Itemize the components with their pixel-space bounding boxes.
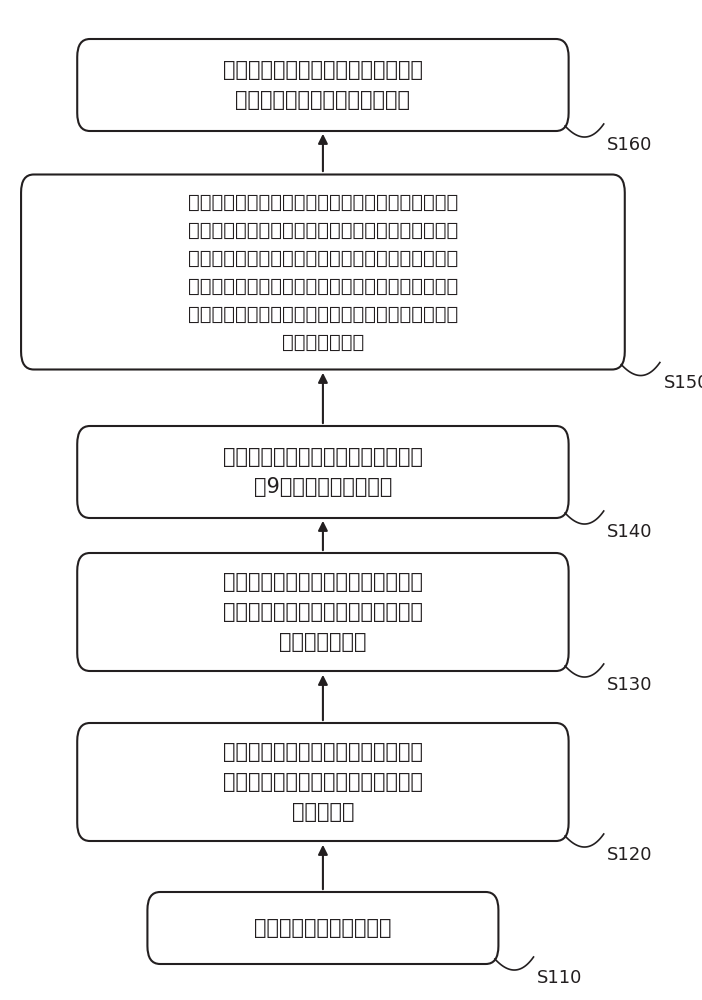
Text: 当第一复电阻率与第二复电阻率之差小于或等于预定
值时，确定当前的值为目标地层的含水饱和度值；当
第一复电阻率与第二复电阻率之差大于预定值时，以
预定步长调整值，: 当第一复电阻率与第二复电阻率之差小于或等于预定 值时，确定当前的值为目标地层的含…	[188, 192, 458, 352]
Text: 向目标地层发射测量信号: 向目标地层发射测量信号	[254, 918, 392, 938]
Text: 测量所述发射的测量信号经所述目标
地层反射得到的反射信号的矢量电位
和矢量电流: 测量所述发射的测量信号经所述目标 地层反射得到的反射信号的矢量电位 和矢量电流	[223, 742, 423, 822]
Text: S120: S120	[607, 846, 653, 864]
Text: 从测量装置获得所述反射信号的矢量
电位和矢量电流，从而得到目标地层
的第一复电阻率: 从测量装置获得所述反射信号的矢量 电位和矢量电流，从而得到目标地层 的第一复电阻…	[223, 572, 423, 652]
FancyBboxPatch shape	[77, 426, 569, 518]
Text: S160: S160	[607, 136, 653, 154]
Text: S110: S110	[537, 969, 583, 987]
FancyBboxPatch shape	[77, 553, 569, 671]
FancyBboxPatch shape	[77, 723, 569, 841]
FancyBboxPatch shape	[77, 39, 569, 131]
Text: S150: S150	[663, 374, 702, 392]
Text: 根据确定的目标地层的含水饱和度值
得到目标地层的含油气饱和度值: 根据确定的目标地层的含水饱和度值 得到目标地层的含油气饱和度值	[223, 60, 423, 110]
Text: S130: S130	[607, 676, 653, 694]
Text: 设定一含水饱和度初始值，利用公式
（9）得到第二复电阻率: 设定一含水饱和度初始值，利用公式 （9）得到第二复电阻率	[223, 447, 423, 497]
FancyBboxPatch shape	[21, 175, 625, 369]
Text: S140: S140	[607, 523, 653, 541]
FancyBboxPatch shape	[147, 892, 498, 964]
